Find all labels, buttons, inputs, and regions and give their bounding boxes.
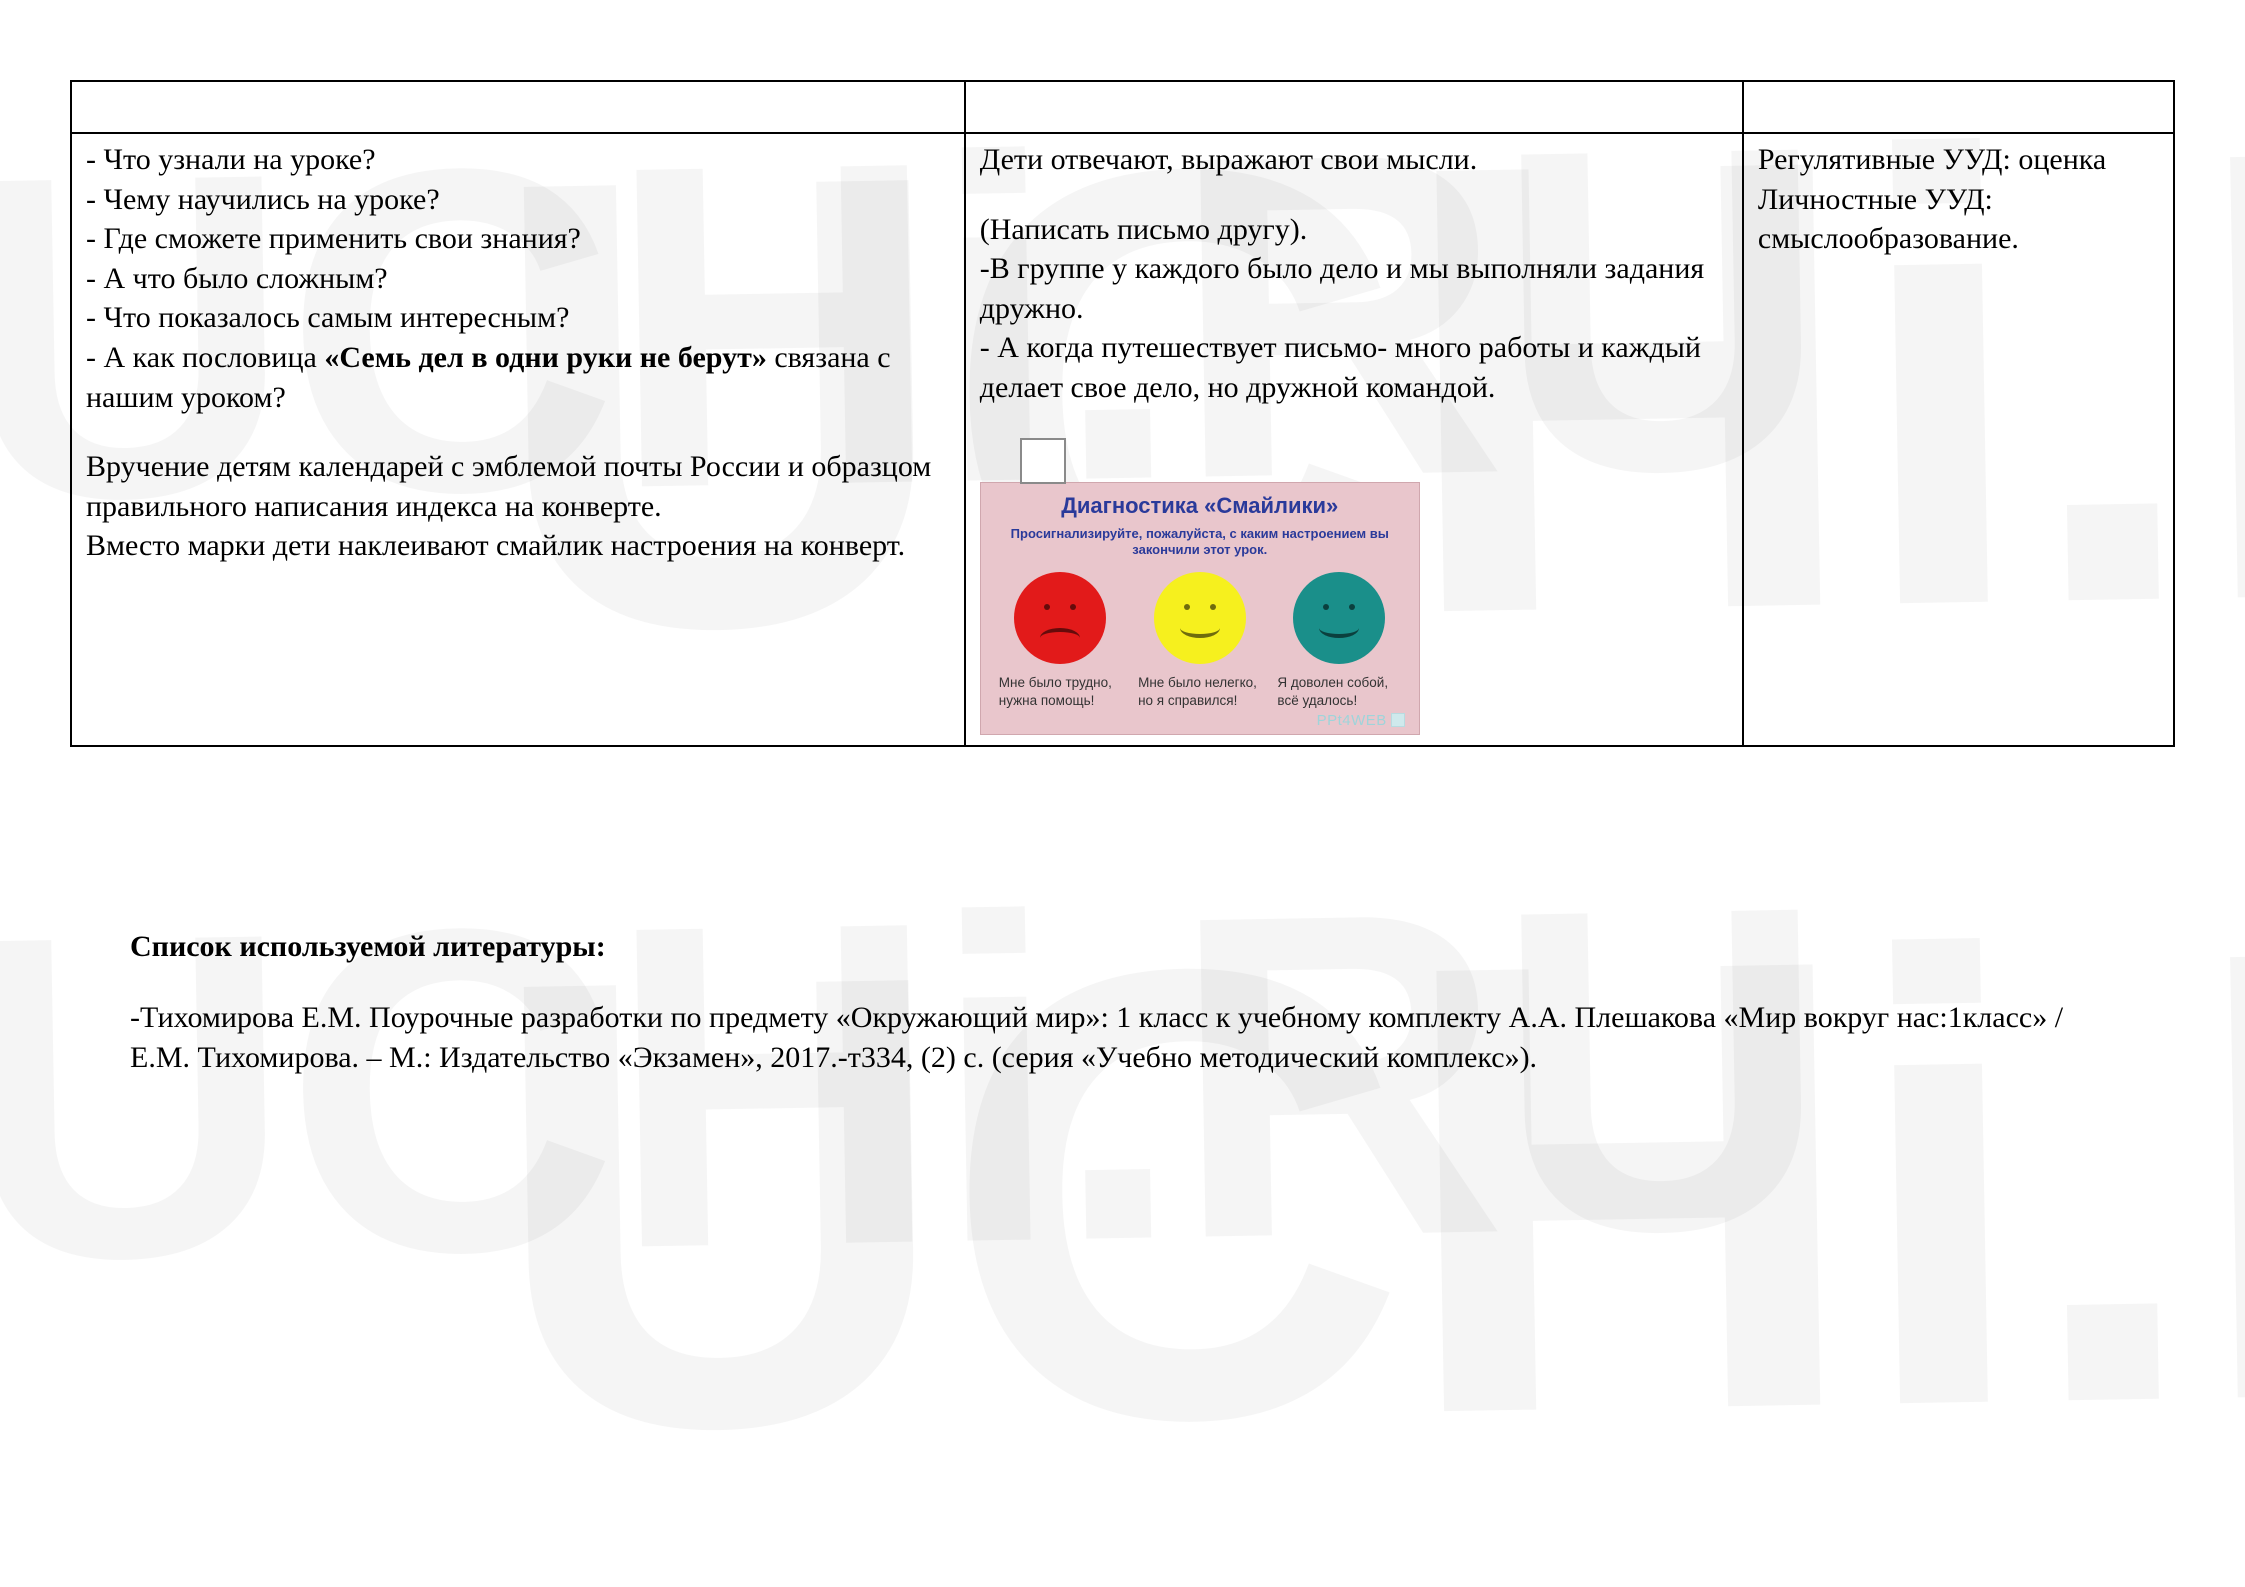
smiley-card-title: Диагностика «Смайлики» <box>991 491 1409 520</box>
uud-line: Личностные УУД: смыслообразование. <box>1758 180 2159 259</box>
smiley-diagnostic-widget: Диагностика «Смайлики» Просигнализируйте… <box>980 438 1728 736</box>
smiley-sad-icon <box>1014 572 1106 664</box>
teacher-activity-cell: - Что узнали на уроке? - Чему научились … <box>71 133 965 746</box>
smiley-card: Диагностика «Смайлики» Просигнализируйте… <box>980 482 1420 736</box>
student-activity-cell: Дети отвечают, выражают свои мысли. (Нап… <box>965 133 1743 746</box>
header-cell-3 <box>1743 81 2174 133</box>
question-line: - Что узнали на уроке? <box>86 140 950 180</box>
uud-line: Регулятивные УУД: оценка <box>1758 140 2159 180</box>
student-line: - А когда путешествует письмо- много раб… <box>980 328 1728 407</box>
table-header-row <box>71 81 2174 133</box>
student-line: Дети отвечают, выражают свои мысли. <box>980 140 1728 180</box>
teacher-note-2: Вместо марки дети наклеивают смайлик нас… <box>86 526 950 566</box>
uud-cell: Регулятивные УУД: оценка Личностные УУД:… <box>1743 133 2174 746</box>
student-line: -В группе у каждого было дело и мы выпол… <box>980 249 1728 328</box>
question-line: - А что было сложным? <box>86 259 950 299</box>
smiley-captions: Мне было трудно, нужна помощь! Мне было … <box>991 670 1409 712</box>
smiley-card-subtitle: Просигнализируйте, пожалуйста, с каким н… <box>991 526 1409 569</box>
smiley-row <box>991 568 1409 670</box>
lesson-plan-table: - Что узнали на уроке? - Чему научились … <box>70 80 2175 747</box>
question-line: - Чему научились на уроке? <box>86 180 950 220</box>
student-line: (Написать письмо другу). <box>980 210 1728 250</box>
smiley-happy-icon <box>1293 572 1385 664</box>
card-footer-brand: PPt4WEB <box>991 711 1409 731</box>
brand-icon <box>1391 713 1405 727</box>
proverb-before: - А как пословица <box>86 341 324 374</box>
table-row: - Что узнали на уроке? - Чему научились … <box>71 133 2174 746</box>
literature-item: -Тихомирова Е.М. Поурочные разработки по… <box>130 998 2115 1079</box>
teacher-note-1: Вручение детям календарей с эмблемой поч… <box>86 447 950 526</box>
smiley-neutral-icon <box>1154 572 1246 664</box>
header-cell-2 <box>965 81 1743 133</box>
smiley-caption-happy: Я доволен собой, всё удалось! <box>1269 670 1408 712</box>
question-line: - Что показалось самым интересным? <box>86 298 950 338</box>
question-line-proverb: - А как пословица «Семь дел в одни руки … <box>86 338 950 417</box>
smiley-caption-ok: Мне было нелегко, но я справился! <box>1130 670 1269 712</box>
smiley-caption-sad: Мне было трудно, нужна помощь! <box>991 670 1130 712</box>
literature-heading: Список используемой литературы: <box>130 927 2115 968</box>
literature-section: Список используемой литературы: -Тихомир… <box>130 927 2115 1079</box>
header-cell-1 <box>71 81 965 133</box>
checkbox-placeholder <box>1020 438 1066 484</box>
proverb-bold: «Семь дел в одни руки не берут» <box>324 341 766 374</box>
brand-text: PPt4WEB <box>1317 712 1387 729</box>
question-line: - Где сможете применить свои знания? <box>86 219 950 259</box>
